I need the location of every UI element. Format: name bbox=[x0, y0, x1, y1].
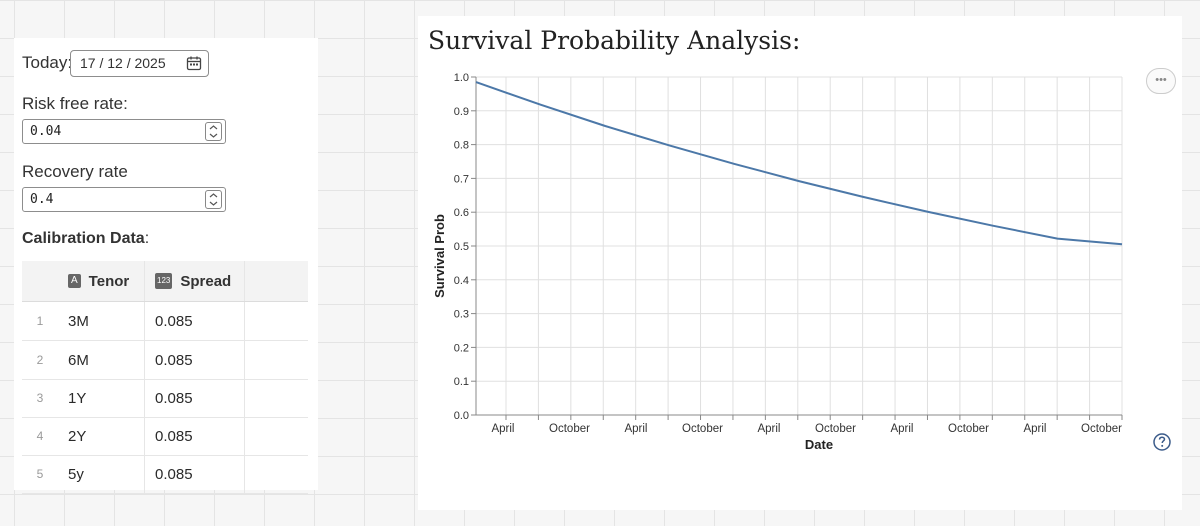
x-tick-label: October bbox=[948, 423, 989, 435]
tenor-cell[interactable]: 5y bbox=[68, 465, 84, 483]
more-dots-icon[interactable]: ••• bbox=[1146, 68, 1176, 94]
column-divider bbox=[144, 261, 145, 301]
table-row[interactable]: 2 6M 0.085 bbox=[22, 341, 308, 380]
column-divider bbox=[244, 341, 245, 379]
x-tick-label: October bbox=[815, 423, 856, 435]
table-header-row: A Tenor 123 Spread bbox=[22, 261, 308, 302]
index-header bbox=[22, 261, 58, 301]
spread-cell[interactable]: 0.085 bbox=[155, 465, 193, 483]
x-tick-label: April bbox=[890, 423, 913, 435]
tenor-cell[interactable]: 1Y bbox=[68, 389, 87, 407]
help-circle-icon[interactable] bbox=[1152, 432, 1172, 452]
table-row[interactable]: 3 1Y 0.085 bbox=[22, 379, 308, 418]
table-row[interactable]: 4 2Y 0.085 bbox=[22, 417, 308, 456]
today-date-input[interactable]: 17 / 12 / 2025 bbox=[70, 50, 209, 77]
column-divider bbox=[144, 379, 145, 417]
recovery-rate-label: Recovery rate bbox=[22, 162, 128, 181]
x-tick-label: October bbox=[549, 423, 590, 435]
column-divider bbox=[244, 455, 245, 493]
row-index: 4 bbox=[36, 429, 44, 443]
y-tick-label: 0.2 bbox=[454, 342, 469, 354]
y-tick-label: 0.0 bbox=[454, 410, 469, 422]
spinner-arrows-icon bbox=[209, 193, 218, 206]
column-divider bbox=[244, 261, 245, 301]
survival-probability-chart: 0.0 0.1 0.2 0.3 0.4 0.5 0.6 0.7 0.8 0.9 1.0 April Oc… bbox=[432, 72, 1123, 452]
row-index: 2 bbox=[36, 353, 44, 367]
calibration-data-heading: Calibration Data: bbox=[22, 230, 149, 248]
tenor-column-header[interactable]: A Tenor bbox=[58, 261, 144, 301]
chart-title: Survival Probability Analysis: bbox=[428, 26, 801, 55]
spread-cell[interactable]: 0.085 bbox=[155, 312, 193, 330]
spread-cell[interactable]: 0.085 bbox=[155, 389, 193, 407]
x-tick-label: October bbox=[682, 423, 723, 435]
x-tick-label: April bbox=[624, 423, 647, 435]
y-tick-label: 0.8 bbox=[454, 140, 469, 152]
column-divider bbox=[144, 341, 145, 379]
text-type-icon: A bbox=[68, 274, 81, 288]
y-tick-label: 0.1 bbox=[454, 376, 469, 388]
row-index: 1 bbox=[36, 314, 44, 328]
column-divider bbox=[244, 302, 245, 340]
recovery-rate-value: 0.4 bbox=[30, 192, 54, 207]
risk-free-spinner[interactable] bbox=[205, 122, 222, 141]
column-divider bbox=[144, 417, 145, 455]
survival-prob-series-line bbox=[475, 81, 1123, 246]
today-label: Today: bbox=[22, 53, 73, 72]
y-tick-label: 0.5 bbox=[454, 241, 469, 253]
spread-cell[interactable]: 0.085 bbox=[155, 427, 193, 445]
y-axis-title: Survival Prob bbox=[432, 214, 447, 298]
calibration-title: Calibration Data bbox=[22, 230, 145, 247]
column-divider bbox=[244, 417, 245, 455]
x-tick-label: October bbox=[1081, 423, 1122, 435]
row-index: 3 bbox=[36, 391, 44, 405]
x-tick-label: April bbox=[757, 423, 780, 435]
table-row[interactable]: 5 5y 0.085 bbox=[22, 455, 308, 494]
empty-header-cell bbox=[244, 261, 308, 301]
tenor-cell[interactable]: 6M bbox=[68, 351, 89, 369]
x-tick-label: April bbox=[491, 423, 514, 435]
risk-free-rate-value: 0.04 bbox=[30, 124, 62, 139]
spread-cell[interactable]: 0.085 bbox=[155, 351, 193, 369]
y-tick-label: 0.4 bbox=[454, 275, 469, 287]
chart-panel: Survival Probability Analysis: 0.0 0.1 0.2… bbox=[418, 16, 1182, 510]
tenor-header-label: Tenor bbox=[88, 272, 130, 290]
y-tick-label: 0.7 bbox=[454, 173, 469, 185]
spread-column-header[interactable]: 123 Spread bbox=[144, 261, 244, 301]
risk-free-rate-input[interactable]: 0.04 bbox=[22, 119, 226, 144]
today-date-value: 17 / 12 / 2025 bbox=[80, 55, 166, 71]
number-type-icon: 123 bbox=[155, 273, 173, 289]
y-tick-label: 0.6 bbox=[454, 207, 469, 219]
tenor-cell[interactable]: 2Y bbox=[68, 427, 87, 445]
calendar-icon[interactable] bbox=[186, 55, 202, 71]
recovery-rate-input[interactable]: 0.4 bbox=[22, 187, 226, 212]
row-index: 5 bbox=[36, 467, 44, 481]
column-divider bbox=[144, 302, 145, 340]
tenor-cell[interactable]: 3M bbox=[68, 312, 89, 330]
column-divider bbox=[244, 379, 245, 417]
table-row[interactable]: 1 3M 0.085 bbox=[22, 302, 308, 341]
y-tick-label: 0.3 bbox=[454, 309, 469, 321]
calibration-title-colon: : bbox=[144, 230, 150, 247]
y-tick-label: 1.0 bbox=[454, 72, 469, 84]
spread-header-label: Spread bbox=[180, 272, 232, 290]
risk-free-rate-label: Risk free rate: bbox=[22, 94, 128, 113]
x-axis-title: Date bbox=[805, 437, 833, 452]
x-tick-label: April bbox=[1023, 423, 1046, 435]
column-divider bbox=[144, 455, 145, 493]
recovery-spinner[interactable] bbox=[205, 190, 222, 209]
y-tick-label: 0.9 bbox=[454, 106, 469, 118]
spinner-arrows-icon bbox=[209, 125, 218, 138]
